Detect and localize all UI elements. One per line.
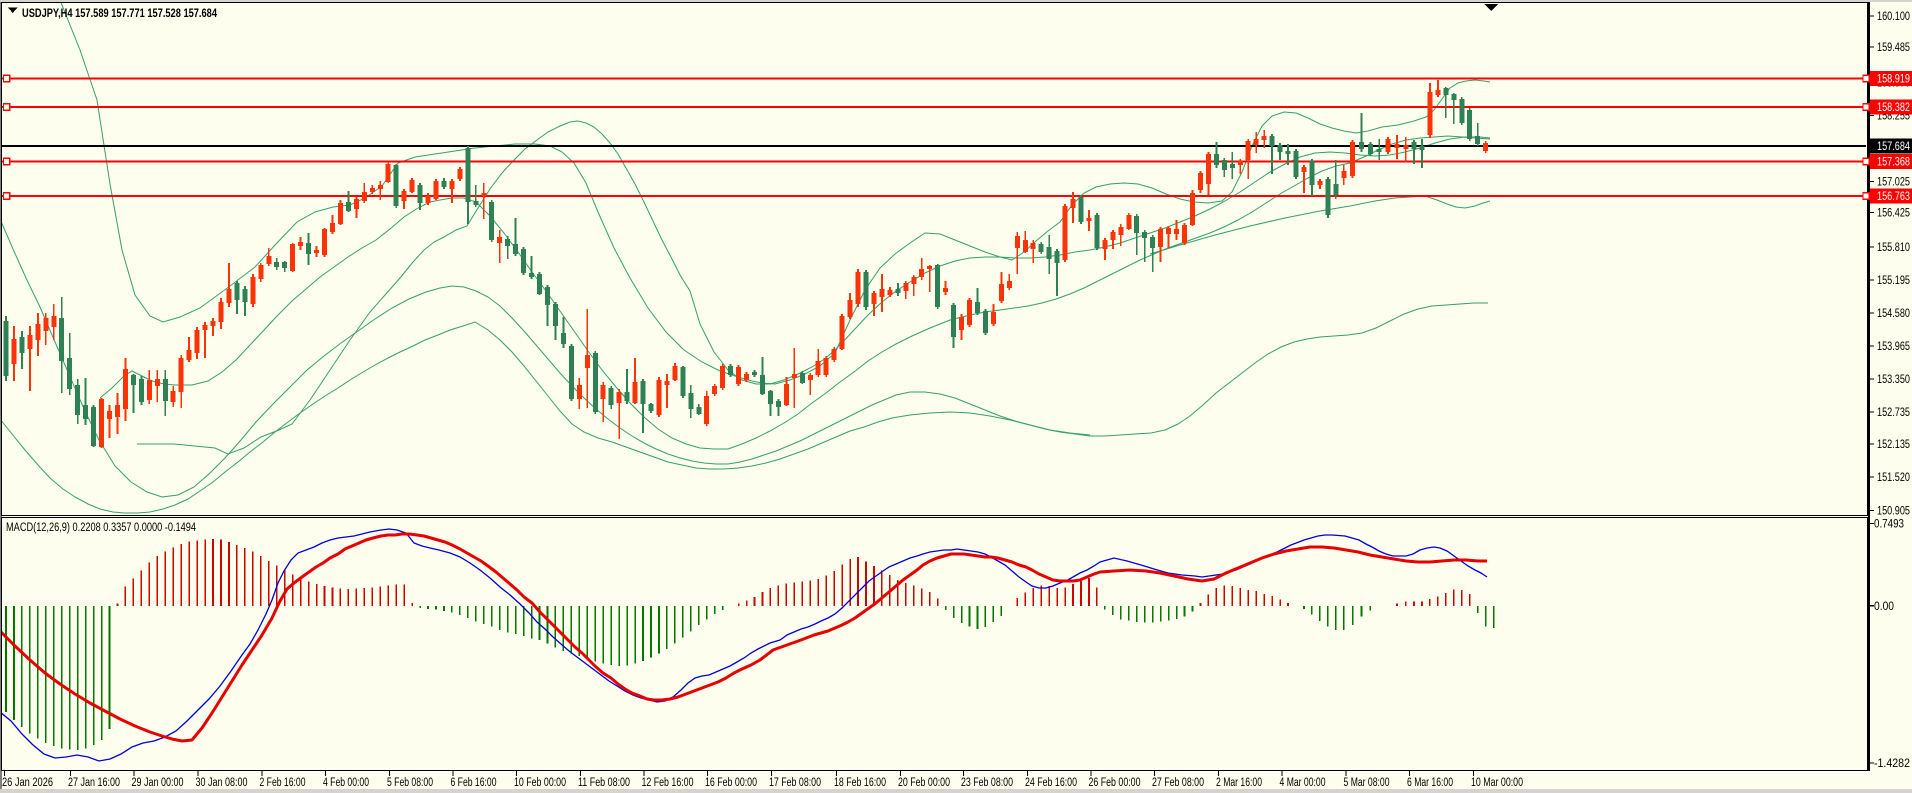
svg-text:26 Feb 00:00: 26 Feb 00:00 [1089, 777, 1141, 789]
svg-text:-1.4282: -1.4282 [1874, 758, 1910, 770]
svg-text:157.025: 157.025 [1877, 177, 1910, 189]
svg-text:30 Jan 08:00: 30 Jan 08:00 [196, 777, 248, 789]
svg-text:USDJPY,H4 157.589 157.771 157: USDJPY,H4 157.589 157.771 157.528 157.68… [22, 6, 217, 20]
svg-text:MACD(12,26,9) 0.2208 0.3357 0.: MACD(12,26,9) 0.2208 0.3357 0.0000 -0.14… [6, 522, 196, 534]
svg-text:155.195: 155.195 [1877, 275, 1910, 287]
svg-text:18 Feb 16:00: 18 Feb 16:00 [834, 777, 886, 789]
svg-text:11 Feb 08:00: 11 Feb 08:00 [578, 777, 630, 789]
svg-text:159.485: 159.485 [1877, 42, 1910, 54]
svg-text:5 Mar 08:00: 5 Mar 08:00 [1344, 777, 1390, 789]
svg-text:152.135: 152.135 [1877, 439, 1910, 451]
svg-text:24 Feb 16:00: 24 Feb 16:00 [1025, 777, 1077, 789]
svg-text:12 Feb 16:00: 12 Feb 16:00 [642, 777, 694, 789]
svg-text:6 Mar 16:00: 6 Mar 16:00 [1407, 777, 1453, 789]
svg-text:29 Jan 00:00: 29 Jan 00:00 [132, 777, 184, 789]
svg-text:154.580: 154.580 [1877, 308, 1910, 320]
svg-text:27 Jan 16:00: 27 Jan 16:00 [68, 777, 120, 789]
svg-text:0.00: 0.00 [1874, 601, 1894, 613]
svg-text:156.763: 156.763 [1877, 191, 1910, 203]
svg-text:4 Feb 00:00: 4 Feb 00:00 [323, 777, 369, 789]
svg-text:158.382: 158.382 [1877, 102, 1910, 114]
svg-text:2 Feb 16:00: 2 Feb 16:00 [260, 777, 306, 789]
svg-text:17 Feb 08:00: 17 Feb 08:00 [769, 777, 821, 789]
svg-text:150.905: 150.905 [1877, 506, 1910, 518]
svg-text:0.7493: 0.7493 [1874, 519, 1904, 531]
svg-text:153.350: 153.350 [1877, 374, 1910, 386]
svg-text:160.100: 160.100 [1877, 11, 1910, 23]
svg-text:16 Feb 00:00: 16 Feb 00:00 [705, 777, 757, 789]
svg-text:10 Mar 00:00: 10 Mar 00:00 [1471, 777, 1523, 789]
svg-text:10 Feb 00:00: 10 Feb 00:00 [514, 777, 566, 789]
svg-text:155.810: 155.810 [1877, 242, 1910, 254]
svg-text:20 Feb 00:00: 20 Feb 00:00 [898, 777, 950, 789]
svg-text:152.735: 152.735 [1877, 407, 1910, 419]
svg-text:23 Feb 08:00: 23 Feb 08:00 [961, 777, 1013, 789]
svg-text:6 Feb 16:00: 6 Feb 16:00 [451, 777, 497, 789]
svg-text:157.368: 157.368 [1877, 157, 1910, 169]
svg-text:5 Feb 08:00: 5 Feb 08:00 [387, 777, 433, 789]
svg-text:4 Mar 00:00: 4 Mar 00:00 [1280, 777, 1326, 789]
svg-text:157.684: 157.684 [1877, 141, 1910, 153]
svg-text:27 Feb 08:00: 27 Feb 08:00 [1152, 777, 1204, 789]
svg-text:158.919: 158.919 [1877, 74, 1910, 86]
svg-text:153.965: 153.965 [1877, 341, 1910, 353]
svg-text:156.425: 156.425 [1877, 208, 1910, 220]
svg-text:2 Mar 16:00: 2 Mar 16:00 [1216, 777, 1262, 789]
svg-text:151.520: 151.520 [1877, 472, 1910, 484]
svg-text:26 Jan 2026: 26 Jan 2026 [2, 777, 53, 789]
